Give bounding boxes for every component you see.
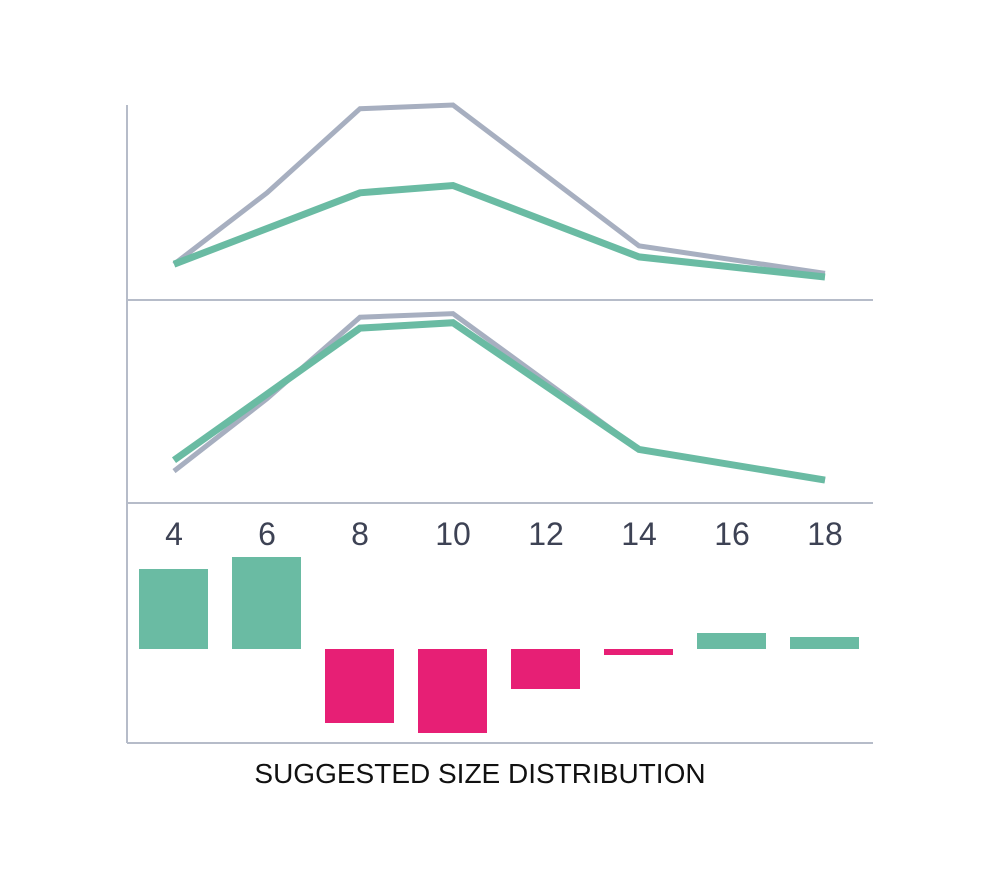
bar-18 (790, 637, 859, 649)
lines-layer (171, 102, 826, 484)
x-tick-label-4: 4 (165, 516, 183, 552)
bar-16 (697, 633, 766, 649)
x-tick-label-10: 10 (435, 516, 471, 552)
bar-8 (325, 649, 394, 723)
x-tick-label-6: 6 (258, 516, 276, 552)
bar-4 (139, 569, 208, 649)
chart-caption: SUGGESTED SIZE DISTRIBUTION (254, 758, 705, 789)
x-tick-label-18: 18 (807, 516, 843, 552)
axes-layer (126, 105, 873, 744)
panel-1-green-line (172, 181, 826, 281)
bar-6 (232, 557, 301, 649)
x-tick-label-14: 14 (621, 516, 657, 552)
bars-layer (139, 557, 859, 733)
x-tick-label-12: 12 (528, 516, 564, 552)
x-tick-label-8: 8 (351, 516, 369, 552)
panel-2-green-line (171, 319, 826, 484)
tick-labels-layer: 4 6 8 10 12 14 16 18 (165, 516, 843, 552)
bar-12 (511, 649, 580, 689)
panel-1-gray-line (172, 102, 826, 276)
bar-10 (418, 649, 487, 733)
panel-2-gray-line (172, 311, 826, 483)
bar-14 (604, 649, 673, 655)
x-tick-label-16: 16 (714, 516, 750, 552)
